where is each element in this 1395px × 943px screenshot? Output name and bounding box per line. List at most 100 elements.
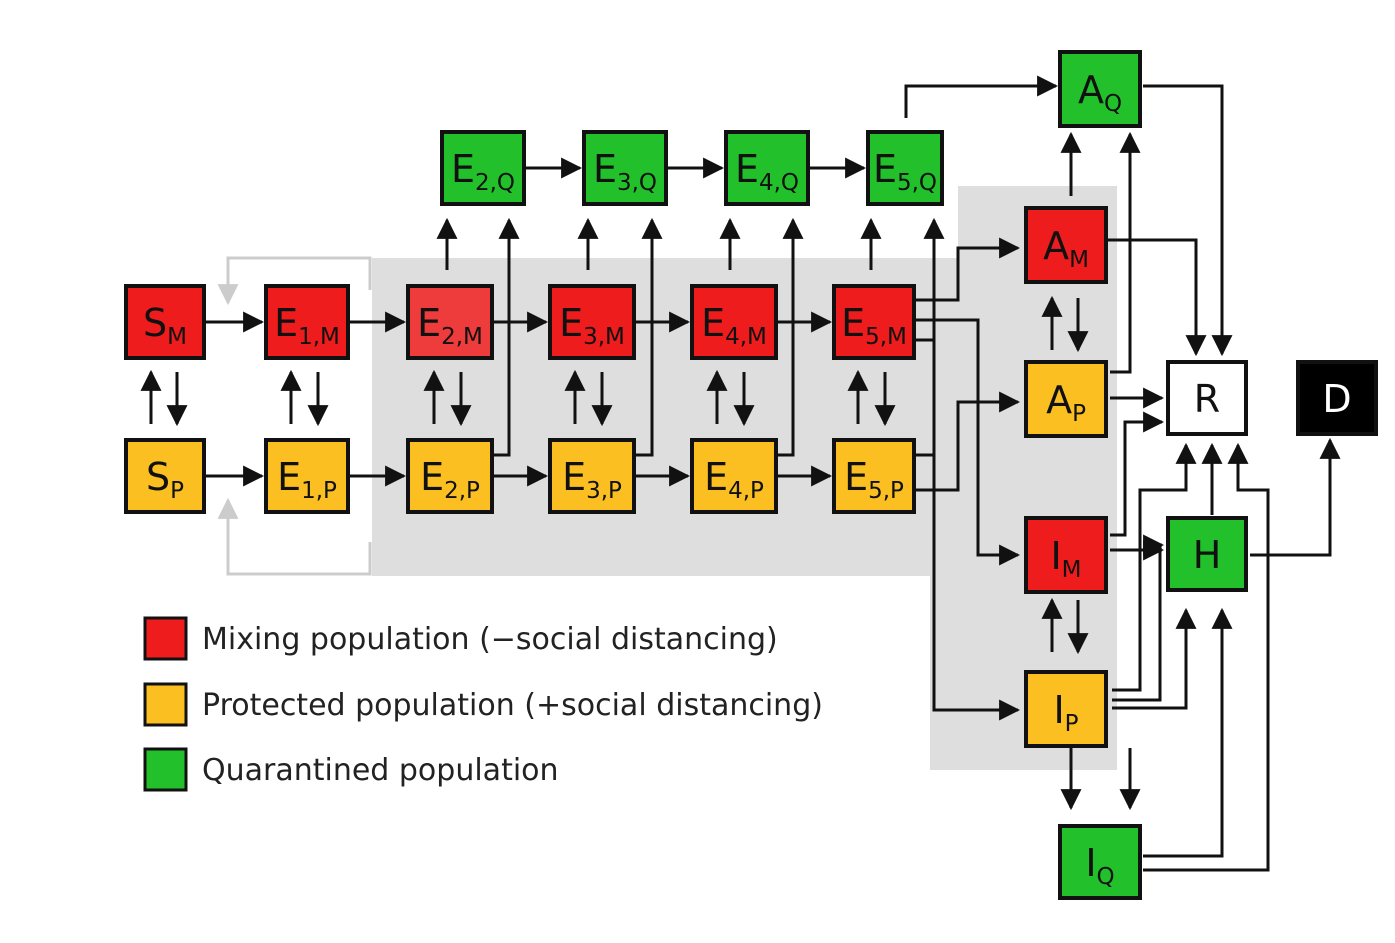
node-label-main: I xyxy=(1085,841,1096,885)
legend-label-quarantined: Quarantined population xyxy=(202,753,559,788)
node-h: H xyxy=(1166,516,1248,592)
node-label-sub: 1,M xyxy=(298,324,340,350)
node-box xyxy=(1166,516,1248,592)
legend-swatch-quarantined xyxy=(143,747,188,792)
node-d: D xyxy=(1296,360,1378,436)
node-label-main: E xyxy=(420,455,444,499)
node-label-sub: Q xyxy=(1097,864,1115,890)
node-label: E1,P xyxy=(277,455,337,504)
node-label: IM xyxy=(1050,534,1081,583)
arrow-e5q-aq xyxy=(904,75,1059,118)
node-label-sub: 4,Q xyxy=(759,170,799,196)
node-e3m: E3,M xyxy=(548,284,636,360)
legend-label-mixing: Mixing population (−social distancing) xyxy=(202,622,778,657)
node-e5q: E5,Q xyxy=(866,130,944,206)
node-label: E4,Q xyxy=(735,147,799,196)
node-label: AQ xyxy=(1078,68,1122,117)
node-box xyxy=(406,438,494,514)
node-label: SP xyxy=(146,455,184,504)
node-label: E5,P xyxy=(844,455,904,504)
node-label-sub: 2,Q xyxy=(475,170,515,196)
node-im: IM xyxy=(1024,516,1108,594)
node-label-main: E xyxy=(593,147,617,191)
node-label-sub: 4,M xyxy=(725,324,767,350)
node-label-main: R xyxy=(1194,377,1220,421)
node-box xyxy=(724,130,810,206)
node-box xyxy=(1058,50,1142,128)
node-label-sub: 4,P xyxy=(728,478,764,504)
node-label-sub: 1,P xyxy=(301,478,337,504)
node-label-sub: 3,Q xyxy=(617,170,657,196)
node-label-sub: 3,P xyxy=(586,478,622,504)
node-label: E2,Q xyxy=(451,147,515,196)
node-box xyxy=(440,130,526,206)
legend-swatch-mixing xyxy=(143,616,188,661)
node-label-main: H xyxy=(1193,533,1222,577)
node-label-sub: M xyxy=(167,324,187,350)
node-box xyxy=(264,438,350,514)
legend-swatch-protected xyxy=(143,682,188,727)
legend: Mixing population (−social distancing) Pr… xyxy=(143,616,823,792)
legend-label-protected: Protected population (+social distancing… xyxy=(202,688,823,723)
node-r: R xyxy=(1166,360,1248,436)
node-e5m: E5,M xyxy=(832,284,916,360)
node-box xyxy=(690,438,778,514)
node-box xyxy=(866,130,944,206)
node-e3p: E3,P xyxy=(548,438,636,514)
node-label-sub: P xyxy=(1065,711,1079,737)
feedback-arrow-bottom xyxy=(217,497,372,576)
node-label-sub: P xyxy=(1072,401,1086,427)
node-label: E3,Q xyxy=(593,147,657,196)
node-label-main: E xyxy=(274,301,298,345)
node-label: IQ xyxy=(1085,841,1114,890)
node-label-sub: P xyxy=(170,478,184,504)
node-label: E4,P xyxy=(704,455,764,504)
node-label-sub: Q xyxy=(1104,91,1122,117)
node-label-sub: M xyxy=(1062,557,1082,583)
node-label: AP xyxy=(1046,378,1086,427)
node-iq: IQ xyxy=(1058,824,1142,900)
node-label-main: D xyxy=(1322,377,1351,421)
node-label-main: I xyxy=(1050,534,1061,578)
node-label-main: E xyxy=(873,147,897,191)
node-box xyxy=(1296,360,1378,436)
node-label: E1,M xyxy=(274,301,340,350)
node-label-main: E xyxy=(701,301,725,345)
node-e2m: E2,M xyxy=(406,284,494,360)
node-label-main: E xyxy=(735,147,759,191)
node-sm: SM xyxy=(124,284,206,360)
node-ip: IP xyxy=(1024,670,1108,748)
node-label-main: A xyxy=(1078,68,1104,112)
node-ap: AP xyxy=(1024,360,1108,438)
node-label-main: E xyxy=(841,301,865,345)
node-label-sub: 5,M xyxy=(865,324,907,350)
node-e4p: E4,P xyxy=(690,438,778,514)
node-e4q: E4,Q xyxy=(724,130,810,206)
node-label-sub: 3,M xyxy=(583,324,625,350)
node-box xyxy=(832,284,916,360)
node-label-main: E xyxy=(559,301,583,345)
node-label-main: E xyxy=(562,455,586,499)
node-box xyxy=(124,284,206,360)
node-e2q: E2,Q xyxy=(440,130,526,206)
node-label: D xyxy=(1322,377,1351,421)
node-label: E5,Q xyxy=(873,147,937,196)
node-label-sub: M xyxy=(1069,247,1089,273)
node-e2p: E2,P xyxy=(406,438,494,514)
node-box xyxy=(264,284,350,360)
node-label-sub: 5,Q xyxy=(897,170,937,196)
node-box xyxy=(1024,670,1108,748)
node-label: E3,M xyxy=(559,301,625,350)
node-label-sub: 2,P xyxy=(444,478,480,504)
node-label: E4,M xyxy=(701,301,767,350)
node-label: SM xyxy=(143,301,187,350)
node-box xyxy=(1024,360,1108,438)
node-label-main: S xyxy=(146,455,170,499)
node-label: E2,P xyxy=(420,455,480,504)
node-box xyxy=(548,284,636,360)
node-box xyxy=(1024,206,1108,284)
feedback-arrow-top xyxy=(217,256,372,306)
node-aq: AQ xyxy=(1058,50,1142,128)
node-label-sub: 5,P xyxy=(868,478,904,504)
